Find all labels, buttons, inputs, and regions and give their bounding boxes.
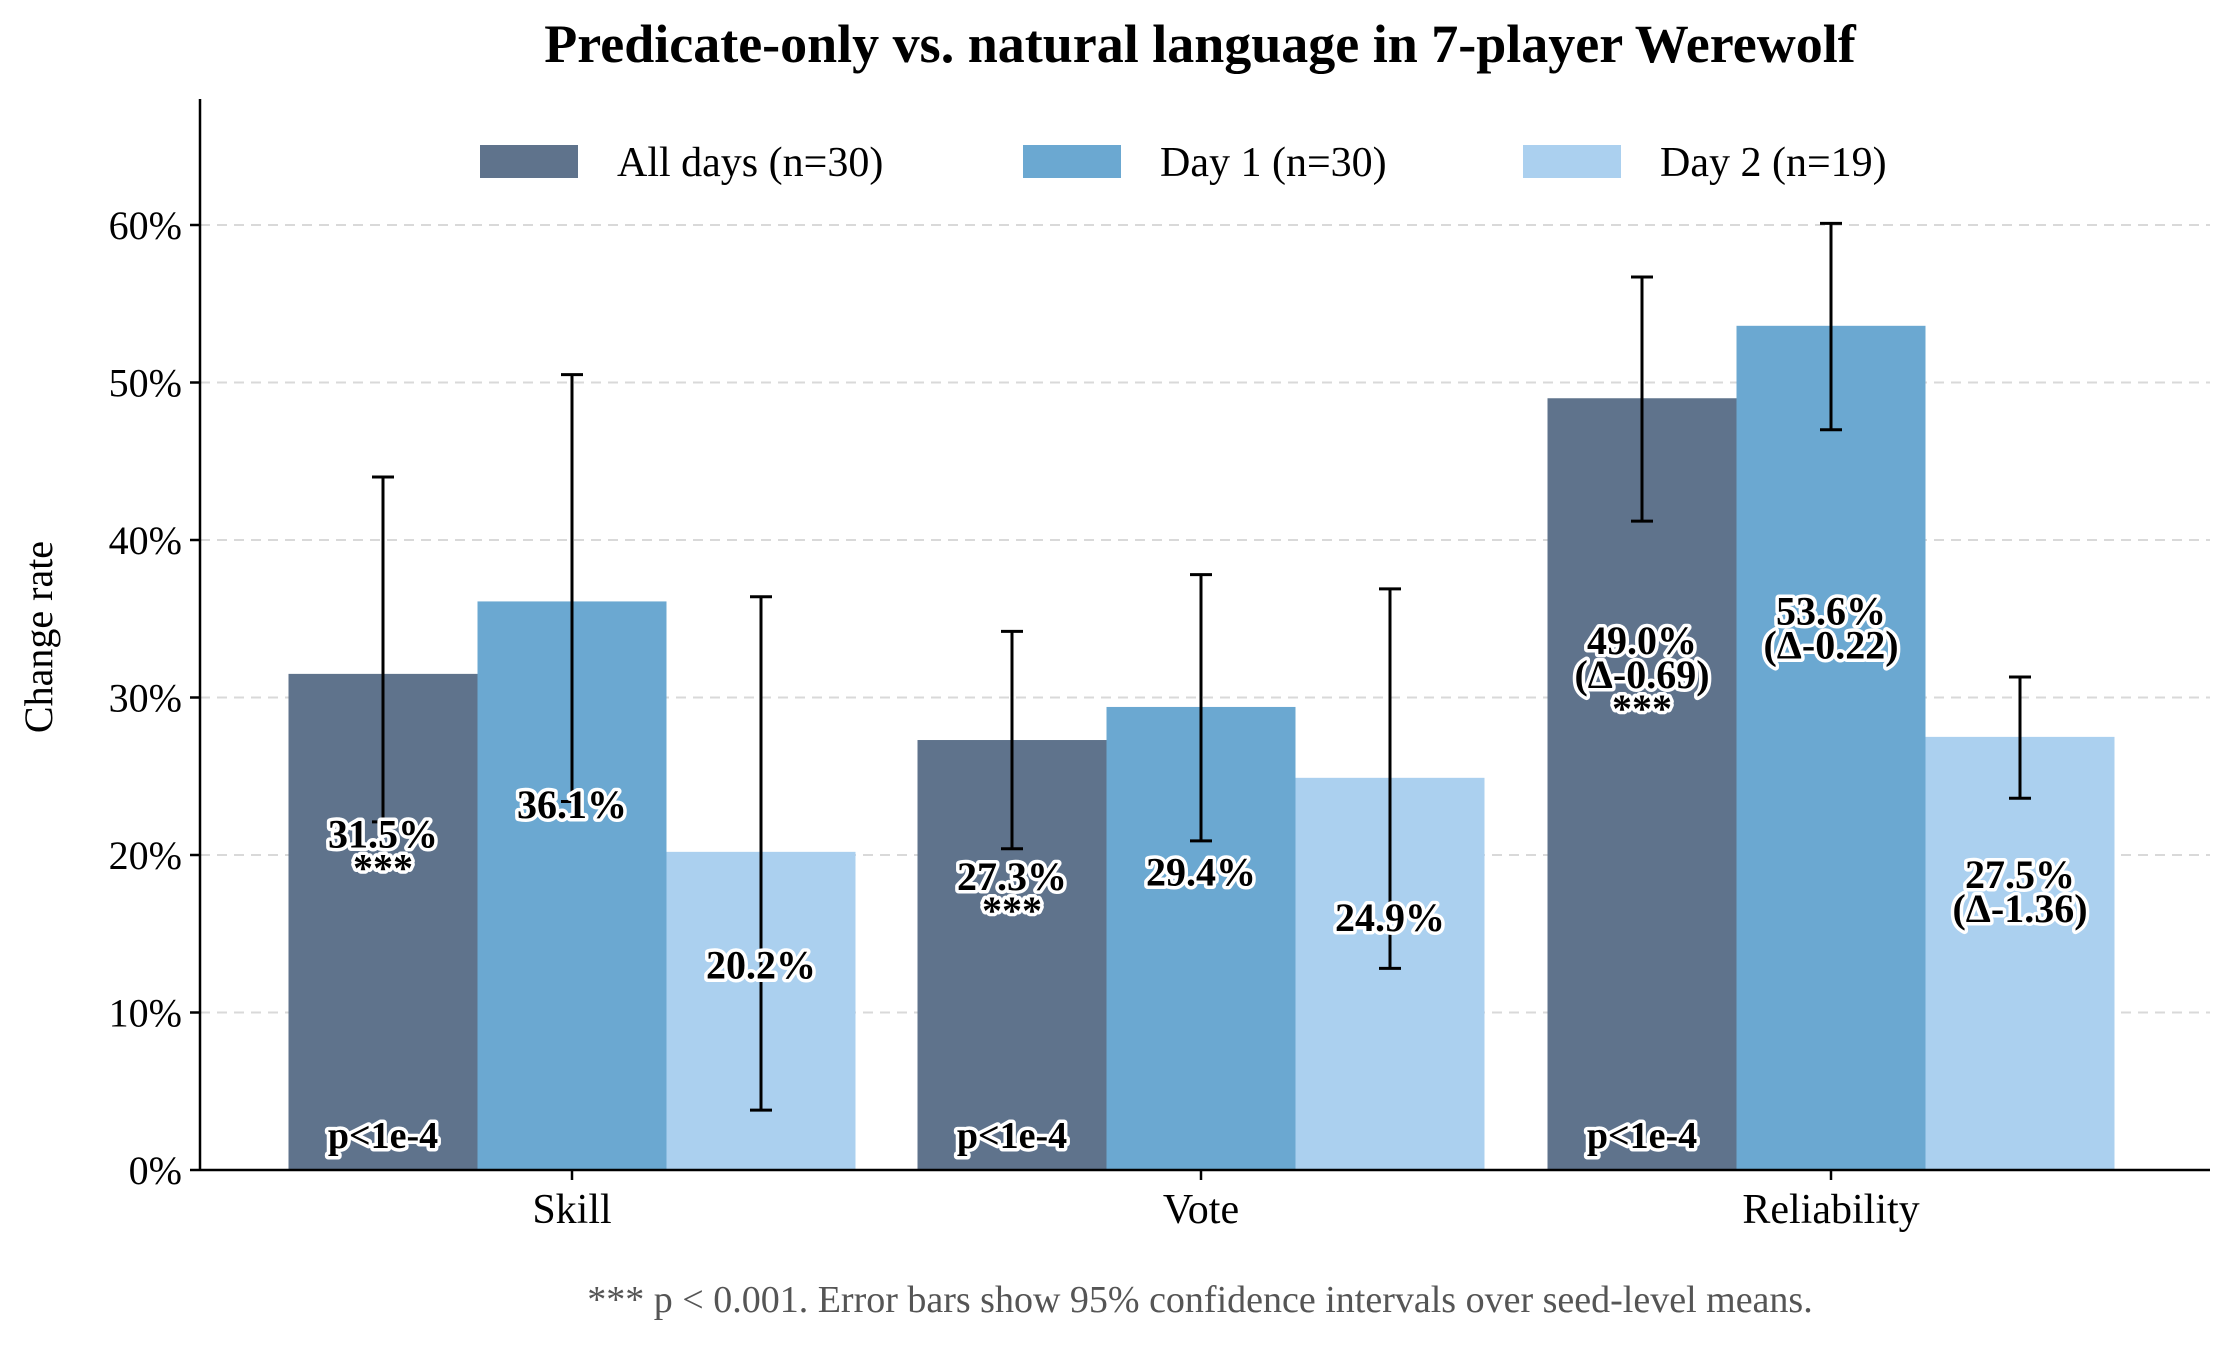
bar-value-label: 29.4%	[1146, 850, 1256, 895]
x-ticks: Skill Vote Reliability	[532, 1170, 1920, 1233]
bar-value-label: (Δ-0.69)	[1574, 652, 1709, 697]
bar-value-label: 20.2%	[706, 942, 816, 987]
bar-value-label: 31.5%	[328, 811, 438, 856]
legend-label: All days (n=30)	[617, 140, 883, 186]
legend: All days (n=30) Day 1 (n=30) Day 2 (n=19)	[480, 140, 1887, 186]
x-tick-label: Reliability	[1742, 1187, 1919, 1233]
y-tick-label: 40%	[109, 518, 182, 563]
legend-swatch	[480, 145, 578, 178]
y-tick-label: 10%	[109, 991, 182, 1036]
y-tick-label: 30%	[109, 676, 182, 721]
bar-value-label: ***	[353, 845, 413, 890]
bar-value-label: 53.6%	[1776, 589, 1886, 634]
bar-value-label: 49.0%	[1587, 618, 1697, 663]
legend-label: Day 1 (n=30)	[1160, 140, 1387, 186]
legend-label: Day 2 (n=19)	[1660, 140, 1887, 186]
bar-value-label: ***	[1612, 686, 1672, 731]
bar-value-label: 36.1%	[517, 782, 627, 827]
x-tick-label: Skill	[532, 1187, 611, 1233]
legend-swatch	[1023, 145, 1121, 178]
bar	[1925, 736, 2115, 1170]
p-value-label: p<1e-4	[957, 1115, 1067, 1157]
x-tick-label: Vote	[1163, 1187, 1239, 1233]
y-ticks: 0% 10% 20% 30% 40% 50% 60%	[109, 203, 200, 1193]
bar-labels: 31.5%***p<1e-427.3%***p<1e-449.0%(Δ-0.69…	[324, 585, 2091, 1160]
y-tick-label: 50%	[109, 361, 182, 406]
axes	[198, 99, 2210, 1172]
bar-value-label: 27.5%	[1965, 852, 2075, 897]
bar-value-label: (Δ-1.36)	[1952, 886, 2087, 931]
bar-value-label: (Δ-0.22)	[1763, 623, 1898, 668]
bar	[1736, 325, 1926, 1170]
y-tick-label: 60%	[109, 203, 182, 248]
bar-value-label: ***	[982, 888, 1042, 933]
chart-title: Predicate-only vs. natural language in 7…	[544, 14, 1856, 74]
legend-swatch	[1523, 145, 1621, 178]
bar-value-label: 24.9%	[1335, 895, 1445, 940]
p-value-label: p<1e-4	[1587, 1115, 1697, 1157]
y-tick-label: 20%	[109, 833, 182, 878]
y-tick-label: 0%	[129, 1148, 182, 1193]
p-value-label: p<1e-4	[328, 1115, 438, 1157]
error-bars	[372, 221, 2031, 1112]
bar-value-label: 27.3%	[957, 854, 1067, 899]
y-axis-label: Change rate	[16, 541, 61, 733]
bar	[1547, 398, 1737, 1170]
footnote: *** p < 0.001. Error bars show 95% confi…	[587, 1279, 1812, 1321]
